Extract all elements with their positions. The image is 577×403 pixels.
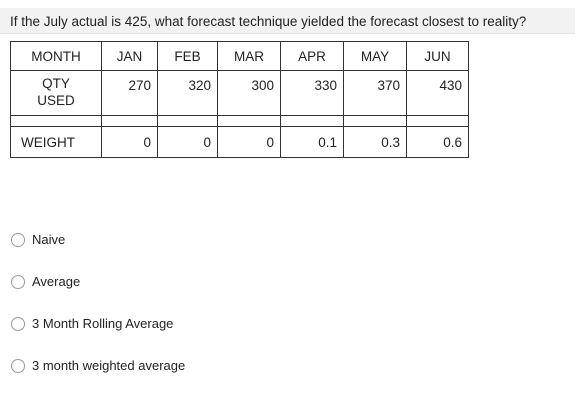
qty-used-row: QTY USED 270 320 300 330 370 430 [10, 70, 469, 116]
qty-cell-feb: 320 [157, 70, 218, 116]
weight-cell-jun: 0.6 [406, 126, 469, 158]
qty-cell-apr: 330 [280, 70, 344, 116]
spacer-cell [10, 115, 102, 127]
qty-label-line2: USED [37, 93, 75, 108]
weight-cell-feb: 0 [157, 126, 218, 158]
option-average[interactable]: Average [11, 274, 80, 289]
header-month: MONTH [10, 41, 102, 71]
header-jun: JUN [406, 41, 469, 71]
option-3-month-rolling-average[interactable]: 3 Month Rolling Average [11, 316, 173, 331]
weight-cell-jan: 0 [101, 126, 158, 158]
weight-label: WEIGHT [10, 126, 102, 158]
spacer-cell [217, 115, 281, 127]
spacer-cell [157, 115, 218, 127]
radio-3-month-rolling-average[interactable] [11, 316, 25, 331]
weight-cell-apr: 0.1 [280, 126, 344, 158]
qty-cell-may: 370 [343, 70, 407, 116]
weight-row: WEIGHT 0 0 0 0.1 0.3 0.6 [10, 126, 469, 158]
radio-average[interactable] [11, 274, 25, 289]
qty-cell-mar: 300 [217, 70, 281, 116]
header-jan: JAN [101, 41, 158, 71]
spacer-row [10, 115, 469, 127]
qty-cell-jun: 430 [406, 70, 469, 116]
option-3-month-weighted-average[interactable]: 3 month weighted average [11, 358, 185, 373]
spacer-cell [406, 115, 469, 127]
option-naive[interactable]: Naive [11, 232, 65, 247]
qty-used-label: QTY USED [10, 70, 102, 116]
option-naive-label: Naive [32, 232, 66, 247]
weight-cell-may: 0.3 [343, 126, 407, 158]
spacer-cell [101, 115, 158, 127]
header-may: MAY [343, 41, 407, 71]
weight-cell-mar: 0 [217, 126, 281, 158]
option-average-label: Average [32, 274, 81, 289]
spacer-cell [280, 115, 344, 127]
qty-label-line1: QTY [42, 76, 70, 91]
spacer-cell [343, 115, 407, 127]
header-mar: MAR [217, 41, 281, 71]
option-3-month-rolling-average-label: 3 Month Rolling Average [32, 316, 174, 331]
question-bar [0, 8, 575, 34]
header-apr: APR [280, 41, 344, 71]
data-table: MONTH JAN FEB MAR APR MAY JUN QTY USED 2… [10, 41, 469, 158]
header-feb: FEB [157, 41, 218, 71]
option-3-month-weighted-average-label: 3 month weighted average [32, 358, 186, 373]
qty-cell-jan: 270 [101, 70, 158, 116]
header-row: MONTH JAN FEB MAR APR MAY JUN [10, 41, 469, 71]
question-text: If the July actual is 425, what forecast… [10, 14, 527, 29]
radio-3-month-weighted-average[interactable] [11, 358, 25, 373]
radio-naive[interactable] [11, 232, 25, 247]
